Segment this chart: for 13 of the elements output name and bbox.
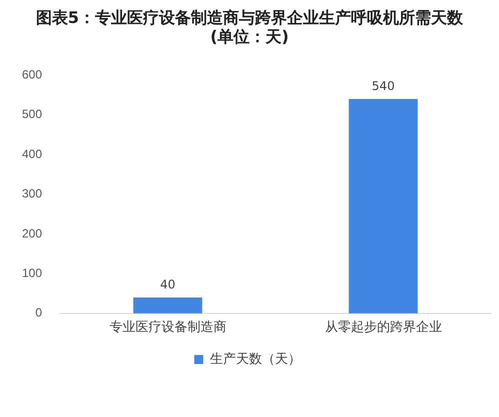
legend-label: 生产天数（天） (210, 351, 301, 366)
y-tick-label: 500 (22, 107, 42, 122)
y-tick-label: 400 (22, 146, 42, 161)
data-label: 540 (372, 79, 395, 94)
y-tick-label: 300 (22, 186, 42, 201)
y-tick-label: 100 (22, 266, 42, 280)
x-tick-label: 专业医疗设备制造商 (109, 318, 226, 334)
data-label: 40 (160, 278, 176, 292)
y-tick-label: 600 (22, 68, 42, 82)
chart-title: 图表5：专业医疗设备制造商与跨界企业生产呼吸机所需天数(单位：天) (34, 8, 464, 48)
y-tick-label: 200 (22, 226, 42, 240)
y-tick-label: 0 (35, 306, 42, 320)
x-tick-label: 从零起步的跨界企业 (324, 318, 442, 334)
